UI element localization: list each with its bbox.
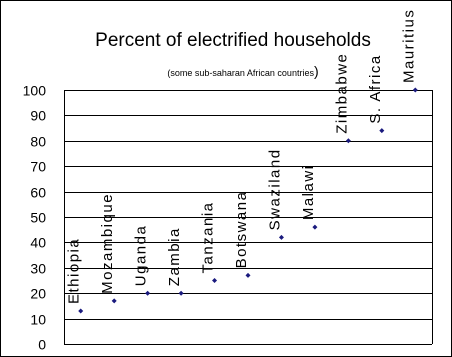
data-point-ethiopia bbox=[78, 308, 84, 314]
data-point-zimbabwe bbox=[345, 138, 351, 144]
data-points bbox=[78, 87, 418, 314]
point-label-botswana: Botswana bbox=[233, 191, 250, 269]
point-label-tanzania: Tanzania bbox=[200, 201, 217, 273]
chart-subtitle-paren: ) bbox=[314, 63, 319, 79]
y-tick-label-90: 90 bbox=[30, 108, 46, 124]
data-point-mozambique bbox=[111, 298, 117, 304]
y-tick-label-0: 0 bbox=[38, 337, 46, 353]
data-point-mauritius bbox=[412, 87, 418, 93]
data-point-s-africa bbox=[379, 128, 385, 134]
point-label-zambia: Zambia bbox=[166, 227, 183, 286]
data-point-swaziland bbox=[278, 234, 284, 240]
point-label-swaziland: Swaziland bbox=[266, 148, 283, 230]
point-label-s-africa: S. Africa bbox=[367, 54, 384, 123]
data-point-uganda bbox=[145, 290, 151, 296]
point-labels: Ethiopia Mozambique Uganda Zambia Tanzania Bo… bbox=[66, 9, 418, 304]
point-label-ethiopia: Ethiopia bbox=[66, 238, 83, 304]
y-tick-label-80: 80 bbox=[30, 134, 46, 150]
chart-subtitle: (some sub-saharan African countries) bbox=[167, 63, 318, 79]
y-tick-label-40: 40 bbox=[30, 235, 46, 251]
gridlines bbox=[64, 90, 432, 345]
y-tick-label-30: 30 bbox=[30, 261, 46, 277]
point-label-mozambique: Mozambique bbox=[99, 193, 116, 294]
chart-subtitle-text: (some sub-saharan African countries bbox=[167, 68, 314, 78]
point-label-uganda: Uganda bbox=[133, 225, 150, 287]
y-axis-tick-labels: 0 10 20 30 40 50 60 70 80 90 100 bbox=[23, 83, 47, 353]
data-point-malawi bbox=[312, 224, 318, 230]
y-tick-label-50: 50 bbox=[30, 210, 46, 226]
point-label-malawi: Malawi bbox=[300, 164, 317, 220]
y-tick-label-70: 70 bbox=[30, 159, 46, 175]
y-tick-label-10: 10 bbox=[30, 312, 46, 328]
chart-title: Percent of electrified households bbox=[95, 30, 371, 51]
point-label-mauritius: Mauritius bbox=[400, 9, 417, 83]
y-tick-label-20: 20 bbox=[30, 286, 46, 302]
data-point-botswana bbox=[245, 272, 251, 278]
y-tick-label-100: 100 bbox=[23, 83, 47, 99]
point-label-zimbabwe: Zimbabwe bbox=[333, 53, 350, 134]
data-point-zambia bbox=[178, 290, 184, 296]
y-tick-label-60: 60 bbox=[30, 185, 46, 201]
data-point-tanzania bbox=[212, 278, 218, 283]
